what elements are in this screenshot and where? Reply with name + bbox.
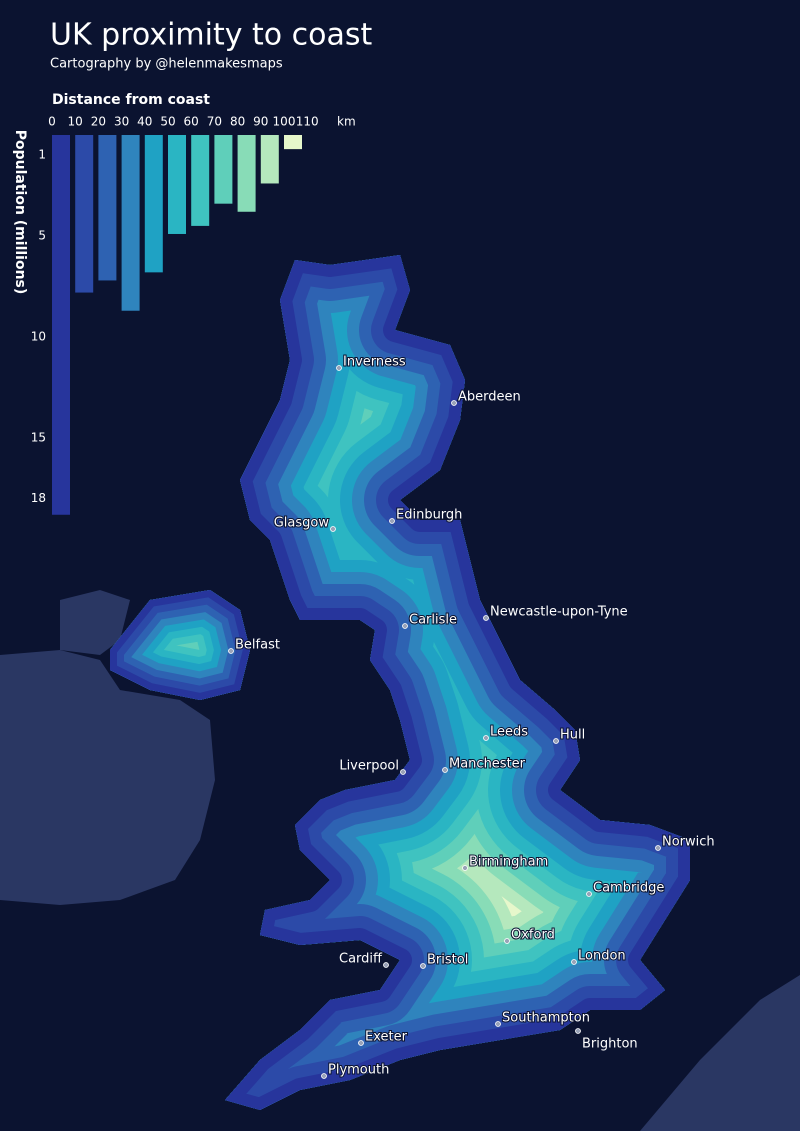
city-dot [402,623,408,629]
city-dot [504,938,510,944]
band [225,255,690,1110]
city-label: Edinburgh [396,508,462,523]
city-label: Hull [560,728,585,743]
ireland [0,650,215,905]
x-axis-label: km [337,115,356,129]
x-tick-label: 40 [137,115,152,129]
cities: Inverness Aberdeen Edinburgh Glasgow Carlisl… [228,354,716,1079]
x-tick-label: 20 [91,115,106,129]
x-tick-label: 30 [114,115,129,129]
y-tick-label: 10 [31,330,46,344]
x-tick-label: 0 [48,115,56,129]
y-tick-label: 18 [31,491,46,505]
city-dot [389,518,395,524]
city-label: Cardiff [339,952,383,967]
city-dot [420,963,426,969]
city-label: Cambridge [593,881,664,896]
bar [214,135,233,204]
france [640,975,800,1131]
x-tick-label: 100 [273,115,296,129]
city-label: Liverpool [339,759,399,774]
city-label: Plymouth [328,1063,389,1078]
x-tick-label: 10 [68,115,83,129]
bar [237,135,256,212]
city-dot [495,1021,501,1027]
city-label: Carlisle [409,613,457,628]
title: UK proximity to coast [50,18,373,53]
bar [284,135,302,150]
city-dot [383,962,389,968]
x-tick-label: 90 [253,115,268,129]
city-label: London [578,949,626,964]
city-dot [228,648,234,654]
x-tick-label: 50 [160,115,175,129]
city-label: Leeds [490,725,528,740]
x-tick-label: 60 [184,115,199,129]
city-dot [451,400,457,406]
y-tick-label: 5 [38,229,46,243]
y-tick-label: 15 [31,431,46,445]
band [110,590,250,700]
city-dot [586,891,592,897]
land-area [110,590,250,700]
city-dot [336,365,342,371]
y-tick-label: 1 [38,148,46,162]
city-label: Norwich [662,835,715,850]
land-area [225,255,690,1110]
bar [52,135,70,515]
city-label: Belfast [235,638,280,653]
city-label: Brighton [582,1037,638,1052]
city-label: Birmingham [469,855,548,870]
city-label: Aberdeen [458,390,521,405]
bar [121,135,140,311]
city-label: Glasgow [274,516,330,531]
bar [260,135,279,184]
donegal [60,590,130,655]
y-axis-label: Population (millions) [12,130,28,295]
city-dot [400,769,406,775]
city-dot [483,615,489,621]
city-dot [330,526,336,532]
bar [144,135,163,273]
city-dot [571,959,577,965]
city-label: Southampton [502,1011,590,1026]
city-label: Manchester [449,757,526,772]
city-dot [655,845,661,851]
x-tick-label: 70 [207,115,222,129]
city-label: Oxford [511,928,555,943]
city-dot [483,735,489,741]
city-dot [575,1028,581,1034]
bar [98,135,117,281]
bar [75,135,94,293]
city-label: Inverness [343,355,406,370]
city-label: Exeter [365,1030,408,1045]
coast-distance-bands [110,255,690,1110]
city-label: Bristol [427,953,468,968]
city-dot [462,865,468,871]
subtitle: Cartography by @helenmakesmaps [50,57,283,72]
city-dot [358,1040,364,1046]
city-label: Newcastle-upon-Tyne [490,605,628,620]
x-tick-label: 110 [296,115,319,129]
chart-title: Distance from coast [52,92,210,108]
bar [168,135,186,234]
city-dot [321,1073,327,1079]
x-tick-label: 80 [230,115,245,129]
city-dot [553,738,559,744]
city-dot [442,767,448,773]
bar [191,135,210,226]
